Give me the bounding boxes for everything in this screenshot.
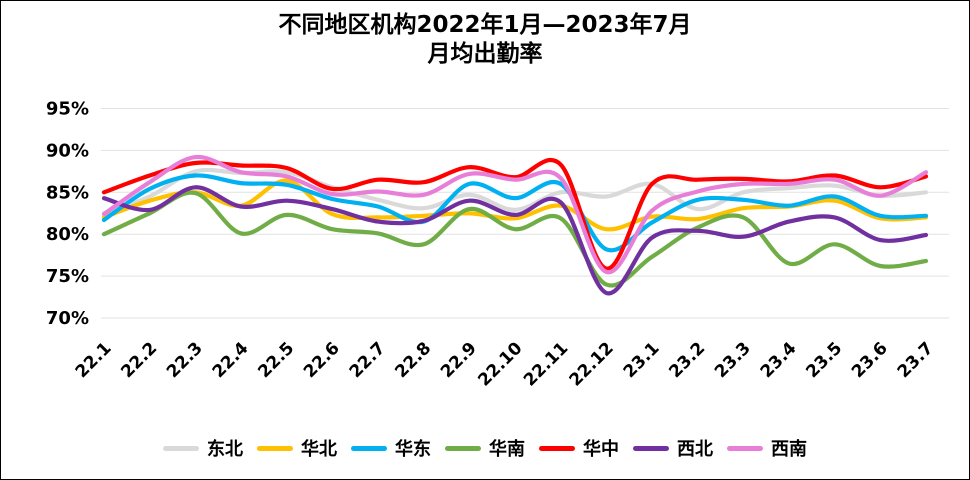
y-axis-tick-label: 70% xyxy=(46,308,89,329)
x-axis-tick-label: 22.11 xyxy=(520,338,572,390)
x-axis-tick-label: 22.1 xyxy=(72,338,116,382)
legend-label-northwest: 西北 xyxy=(677,439,713,460)
series-line-east xyxy=(101,173,929,253)
legend-swatch-south xyxy=(445,445,481,451)
chart-legend: 东北 华北 华东 华南 华中 西北 西南 xyxy=(1,435,969,461)
legend-item-north: 华北 xyxy=(257,435,337,461)
x-axis-tick-label: 22.10 xyxy=(474,338,526,390)
x-axis-tick-label: 23.6 xyxy=(848,338,892,382)
legend-swatch-northwest xyxy=(633,445,669,451)
series-line-northwest xyxy=(101,185,929,296)
legend-item-northeast: 东北 xyxy=(163,435,243,461)
x-axis-tick-label: 23.5 xyxy=(802,338,846,382)
legend-item-east: 华东 xyxy=(351,435,431,461)
x-axis-tick-label: 22.6 xyxy=(300,338,344,382)
legend-item-central: 华中 xyxy=(539,435,619,461)
legend-swatch-northeast xyxy=(163,445,199,451)
legend-label-central: 华中 xyxy=(583,439,619,460)
x-axis-tick-label: 23.7 xyxy=(894,338,938,382)
legend-item-southwest: 西南 xyxy=(727,435,807,461)
series-line-central xyxy=(101,157,929,271)
legend-item-northwest: 西北 xyxy=(633,435,713,461)
x-axis-tick-label: 23.1 xyxy=(620,338,664,382)
legend-swatch-central xyxy=(539,445,575,451)
chart-title-line2: 月均出勤率 xyxy=(427,41,543,68)
y-axis-tick-label: 75% xyxy=(46,266,89,287)
x-axis-tick-label: 23.2 xyxy=(665,338,709,382)
legend-swatch-north xyxy=(257,445,293,451)
y-axis-tick-label: 80% xyxy=(46,224,89,245)
x-axis-tick-label: 22.12 xyxy=(566,338,618,390)
y-axis-tick-label: 90% xyxy=(46,140,89,161)
series-line-southwest xyxy=(101,154,929,275)
x-axis-tick-label: 23.4 xyxy=(757,338,801,382)
x-axis-tick-label: 22.2 xyxy=(117,338,161,382)
x-axis-tick-label: 22.8 xyxy=(391,338,435,382)
legend-label-south: 华南 xyxy=(489,439,525,460)
legend-label-north: 华北 xyxy=(301,439,337,460)
legend-label-east: 华东 xyxy=(395,439,431,460)
x-axis-tick-label: 22.5 xyxy=(254,338,298,382)
x-axis-tick-label: 22.7 xyxy=(346,338,390,382)
x-axis-tick-label: 23.3 xyxy=(711,338,755,382)
y-axis-tick-label: 85% xyxy=(46,182,89,203)
x-axis-tick-label: 22.3 xyxy=(163,338,207,382)
legend-label-southwest: 西南 xyxy=(771,439,807,460)
legend-swatch-east xyxy=(351,445,387,451)
x-axis-tick-label: 22.4 xyxy=(209,338,253,382)
y-axis-tick-label: 95% xyxy=(46,99,89,120)
legend-label-northeast: 东北 xyxy=(207,439,243,460)
chart-title: 不同地区机构2022年1月—2023年7月 月均出勤率 xyxy=(1,11,969,70)
legend-item-south: 华南 xyxy=(445,435,525,461)
series-line-south xyxy=(101,190,929,288)
chart-title-line1: 不同地区机构2022年1月—2023年7月 xyxy=(278,12,692,38)
legend-swatch-southwest xyxy=(727,445,763,451)
